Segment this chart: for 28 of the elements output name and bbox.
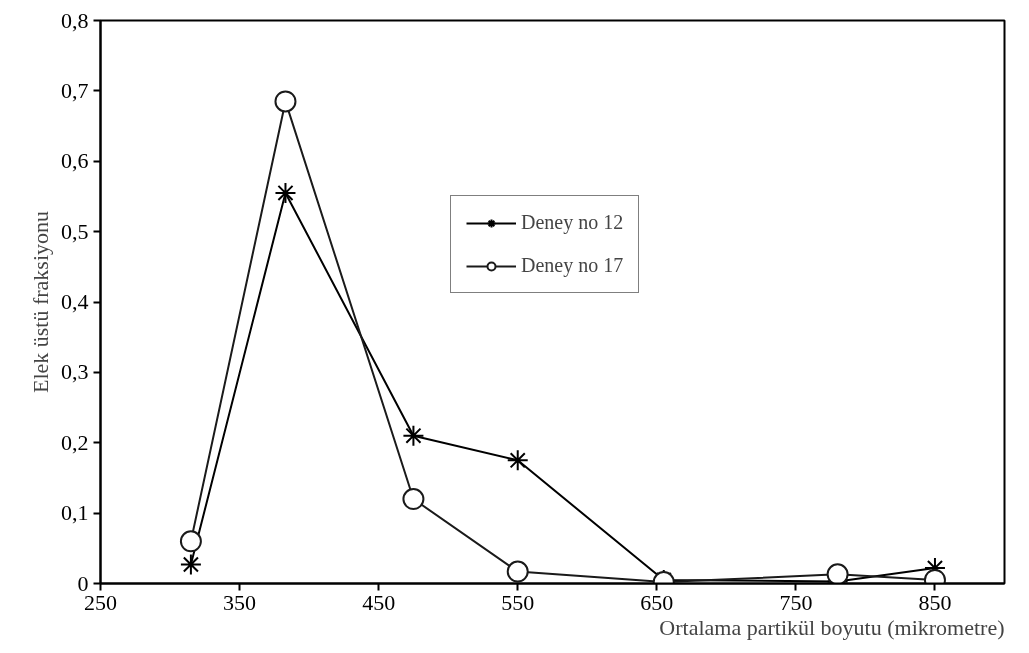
y-tick-label: 0,6 bbox=[61, 148, 89, 174]
point bbox=[506, 560, 529, 583]
y-tick-label: 0,2 bbox=[61, 429, 89, 455]
x-tick-label: 450 bbox=[362, 589, 396, 615]
x-tick-label: 550 bbox=[501, 589, 535, 615]
x-tick-label: 650 bbox=[640, 589, 674, 615]
point bbox=[826, 563, 849, 584]
y-tick-label: 0,7 bbox=[61, 77, 89, 103]
y-axis-title: Elek üstü fraksiyonu bbox=[28, 210, 53, 394]
point bbox=[402, 488, 425, 511]
legend-label: Deney no 12 bbox=[521, 211, 624, 234]
y-tick-label: 0,3 bbox=[61, 359, 89, 385]
point bbox=[274, 181, 297, 204]
y-tick-label: 0,1 bbox=[61, 500, 89, 526]
y-tick-label: 0,5 bbox=[61, 218, 89, 244]
x-tick-label: 850 bbox=[918, 589, 952, 615]
point bbox=[179, 530, 202, 553]
y-tick-label: 0,4 bbox=[61, 289, 89, 314]
x-tick-label: 750 bbox=[779, 589, 813, 615]
y-tick-label: 0 bbox=[77, 570, 89, 596]
y-tick-label: 0,8 bbox=[61, 7, 89, 33]
point bbox=[506, 449, 529, 472]
x-tick-label: 350 bbox=[223, 589, 257, 615]
point bbox=[402, 424, 425, 447]
point bbox=[274, 90, 297, 113]
legend-label: Deney no 17 bbox=[521, 254, 624, 277]
point bbox=[179, 553, 202, 576]
x-axis-title: Ortalama partikül boyutu (mikrometre) bbox=[659, 614, 1005, 640]
